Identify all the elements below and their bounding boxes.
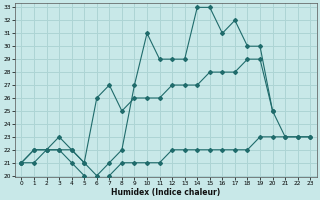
X-axis label: Humidex (Indice chaleur): Humidex (Indice chaleur) xyxy=(111,188,220,197)
